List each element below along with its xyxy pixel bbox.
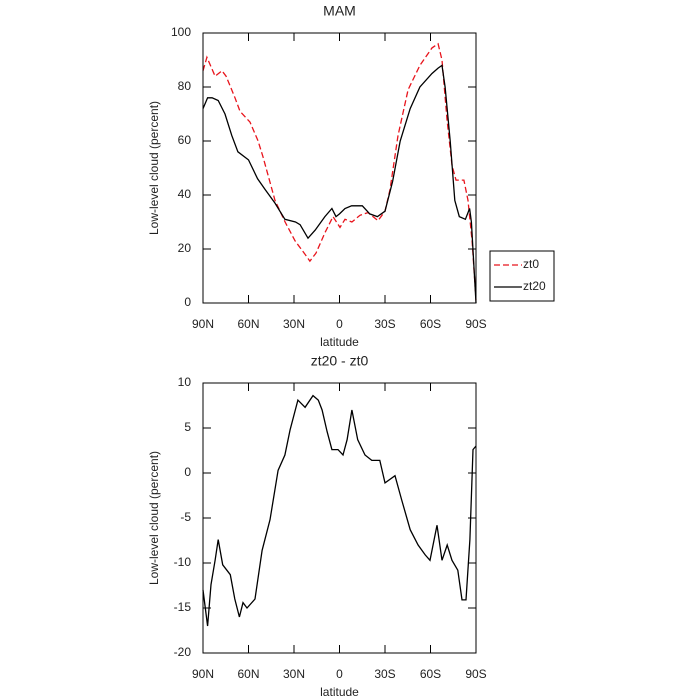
y-tick-label: 10 bbox=[178, 375, 192, 389]
y-tick-label: 100 bbox=[171, 25, 191, 39]
x-tick-label: 30S bbox=[374, 667, 395, 681]
plot-frame bbox=[202, 382, 477, 654]
x-tick-label: 90S bbox=[465, 317, 486, 331]
y-tick-label: 0 bbox=[184, 295, 191, 309]
y-tick-label: 80 bbox=[178, 79, 192, 93]
y-tick-label: 40 bbox=[178, 187, 192, 201]
series-line bbox=[202, 64, 477, 304]
x-tick-label: 60N bbox=[237, 317, 259, 331]
y-tick-label: 60 bbox=[178, 133, 192, 147]
y-tick-label: 20 bbox=[178, 241, 192, 255]
x-tick-label: 90N bbox=[192, 667, 214, 681]
x-tick-label: 60S bbox=[420, 317, 441, 331]
series-line bbox=[202, 394, 477, 627]
legend-box bbox=[489, 250, 555, 302]
y-axis-label: Low-level cloud (percent) bbox=[147, 451, 161, 585]
y-tick-label: -5 bbox=[180, 510, 191, 524]
chart-title: zt20 - zt0 bbox=[311, 353, 369, 369]
x-tick-label: 60S bbox=[420, 667, 441, 681]
x-tick-label: 30N bbox=[283, 317, 305, 331]
x-tick-label: 30S bbox=[374, 317, 395, 331]
y-tick-label: -20 bbox=[174, 645, 192, 659]
plot-frame bbox=[202, 32, 477, 304]
y-tick-label: 5 bbox=[184, 420, 191, 434]
x-tick-label: 0 bbox=[336, 667, 343, 681]
x-axis-label: latitude bbox=[320, 335, 359, 349]
x-tick-label: 30N bbox=[283, 667, 305, 681]
x-tick-label: 90N bbox=[192, 317, 214, 331]
legend-label: zt20 bbox=[523, 279, 546, 293]
x-tick-label: 90S bbox=[465, 667, 486, 681]
legend-label: zt0 bbox=[523, 257, 539, 271]
x-axis-label: latitude bbox=[320, 685, 359, 699]
y-axis-label: Low-level cloud (percent) bbox=[147, 101, 161, 235]
x-tick-label: 0 bbox=[336, 317, 343, 331]
y-tick-label: 0 bbox=[184, 465, 191, 479]
x-tick-label: 60N bbox=[237, 667, 259, 681]
y-tick-label: -15 bbox=[174, 600, 192, 614]
y-tick-label: -10 bbox=[174, 555, 192, 569]
chart-title: MAM bbox=[323, 3, 356, 19]
series-line bbox=[202, 42, 477, 301]
